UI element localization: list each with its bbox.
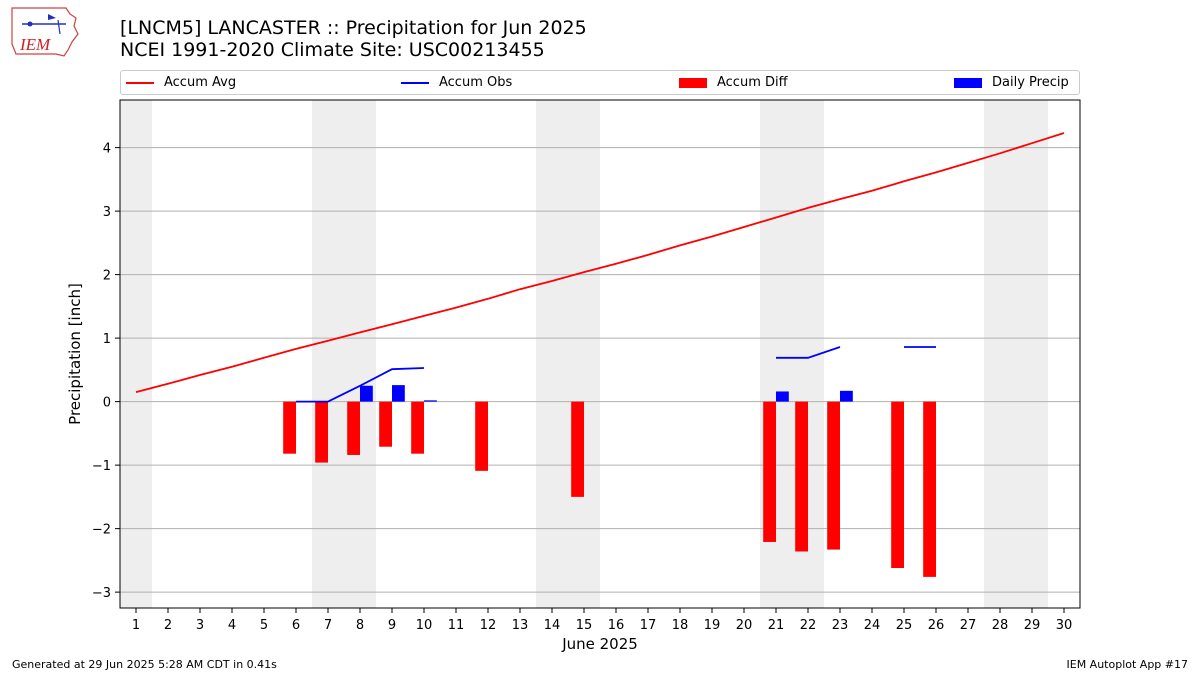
plot-frame [119,99,1081,609]
x-tick-label: 27 [960,618,977,633]
accum-diff-bar [571,401,584,497]
x-tick-label: 7 [324,618,332,633]
x-tick-label: 24 [864,618,881,633]
x-tick-label: 13 [512,618,529,633]
accum-diff-bar [347,401,360,455]
weekend-band [312,100,344,608]
accum-avg-line [135,132,1065,393]
legend: Accum Avg Accum Obs Accum Diff Daily Pre… [120,70,1080,95]
accum-obs-line [296,346,936,403]
x-tick-label: 22 [800,618,817,633]
y-tick-label: −1 [92,459,111,474]
legend-swatch [954,77,982,88]
accum-diff-bar [923,401,936,577]
x-tick-label: 8 [356,618,364,633]
y-axis-label: Precipitation [inch] [66,283,84,425]
accum-diff-bar [763,401,776,542]
x-tick-label: 28 [992,618,1009,633]
weekend-band [568,100,600,608]
accum-diff-bar [379,401,392,447]
x-tick-label: 15 [576,618,593,633]
x-tick-label: 2 [164,618,172,633]
y-tick-label: 2 [103,269,111,284]
accum-diff-bar [827,401,840,550]
legend-label: Daily Precip [992,75,1069,90]
footer-app: IEM Autoplot App #17 [1066,658,1189,671]
x-tick-label: 25 [896,618,913,633]
legend-label: Accum Avg [164,75,237,90]
legend-swatch [679,77,707,88]
x-tick-label: 4 [228,618,236,633]
accum-diff-bar [795,401,808,552]
x-tick-label: 9 [388,618,396,633]
accum-diff-bar [283,401,296,454]
x-tick-label: 19 [704,618,721,633]
x-tick-label: 1 [132,618,140,633]
legend-item-accum-obs: Accum Obs [401,71,512,94]
legend-item-accum-avg: Accum Avg [126,71,236,94]
x-tick-label: 26 [928,618,945,633]
y-tick-label: −2 [92,523,111,538]
x-tick-label: 29 [1024,618,1041,633]
weekend-band [536,100,568,608]
x-tick-label: 30 [1056,618,1073,633]
x-tick-label: 5 [260,618,268,633]
y-tick-label: −3 [92,586,111,601]
legend-swatch [401,81,429,84]
title-line-1: [LNCM5] LANCASTER :: Precipitation for J… [120,17,587,39]
y-tick-label: 3 [103,205,111,220]
y-tick-label: 1 [103,332,111,347]
daily-precip-bar [424,400,437,402]
x-tick-label: 23 [832,618,849,633]
accum-diff-bar [475,401,488,471]
y-tick-label: 4 [103,142,111,157]
weekend-band [120,100,152,608]
accum-diff-bar [315,401,328,463]
footer-generated: Generated at 29 Jun 2025 5:28 AM CDT in … [12,658,277,671]
x-tick-label: 18 [672,618,689,633]
daily-precip-bar [840,390,853,402]
x-tick-label: 20 [736,618,753,633]
x-tick-label: 21 [768,618,785,633]
x-tick-label: 3 [196,618,204,633]
legend-item-daily-precip: Daily Precip [954,71,1069,94]
x-axis-label: June 2025 [561,635,638,653]
x-tick-label: 12 [480,618,497,633]
weekend-band [344,100,376,608]
weekend-band [1016,100,1048,608]
x-tick-label: 10 [416,618,433,633]
x-tick-label: 16 [608,618,625,633]
legend-swatch [126,81,154,84]
legend-item-accum-diff: Accum Diff [679,71,788,94]
weekend-band [984,100,1016,608]
title-line-2: NCEI 1991-2020 Climate Site: USC00213455 [120,39,545,61]
accum-diff-bar [891,401,904,568]
x-tick-label: 17 [640,618,657,633]
iem-logo: IEM [11,7,79,57]
x-tick-label: 14 [544,618,561,633]
logo-text: IEM [19,35,51,54]
y-tick-label: 0 [103,396,111,411]
daily-precip-bar [776,391,789,402]
daily-precip-bar [392,385,405,402]
legend-label: Accum Obs [439,75,513,90]
x-tick-label: 6 [292,618,300,633]
legend-label: Accum Diff [717,75,788,90]
daily-precip-bar [360,385,373,402]
x-tick-label: 11 [448,618,465,633]
chart-title: [LNCM5] LANCASTER :: Precipitation for J… [120,17,587,61]
accum-diff-bar [411,401,424,454]
